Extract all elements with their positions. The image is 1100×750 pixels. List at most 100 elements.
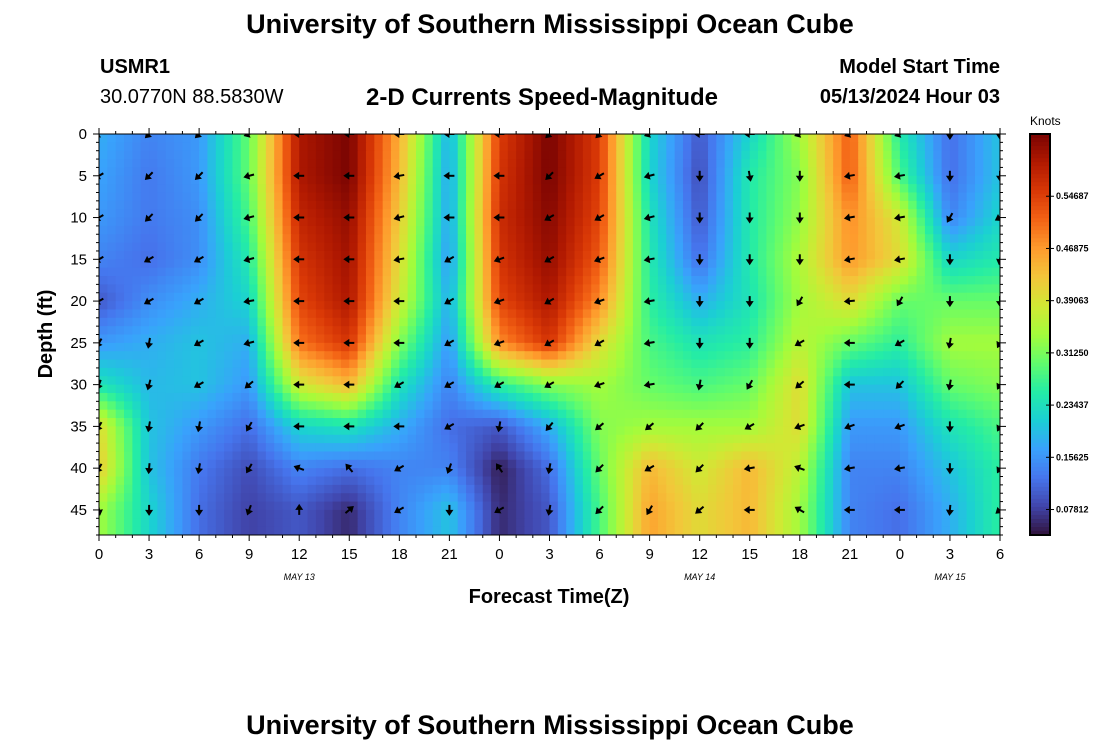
current-arrow xyxy=(144,134,154,139)
colorbar-segment xyxy=(1030,270,1050,275)
colorbar-segment xyxy=(1030,254,1050,259)
current-arrow xyxy=(343,213,355,222)
colorbar-segment xyxy=(1030,158,1050,163)
colorbar-segment xyxy=(1030,466,1050,472)
current-arrow xyxy=(643,338,655,347)
colorbar-segment xyxy=(1030,322,1050,327)
current-arrow xyxy=(795,380,805,389)
colorbar-segment xyxy=(1030,338,1050,344)
colorbar-segment xyxy=(1030,242,1050,247)
colorbar-segment xyxy=(1030,162,1050,167)
x-tick-label: 21 xyxy=(841,546,858,563)
colorbar-segment xyxy=(1030,494,1050,500)
x-tick-label: 3 xyxy=(946,546,954,563)
x-tick-label: 21 xyxy=(441,546,458,563)
current-arrow xyxy=(996,170,1000,182)
colorbar-segment xyxy=(1030,290,1050,295)
current-arrow xyxy=(545,171,554,181)
colorbar-segment xyxy=(1030,434,1050,440)
current-arrow xyxy=(695,422,704,431)
current-arrow xyxy=(693,134,705,138)
current-arrow xyxy=(145,379,153,391)
colorbar-segment xyxy=(1030,330,1050,335)
current-arrow xyxy=(244,380,254,389)
current-arrow xyxy=(746,379,754,390)
current-arrow xyxy=(595,422,605,431)
colorbar-segment xyxy=(1030,410,1050,416)
colorbar-segment xyxy=(1030,210,1050,215)
current-arrow xyxy=(243,213,255,222)
colorbar-frame xyxy=(1029,133,1051,536)
current-arrow xyxy=(393,213,405,222)
current-arrow xyxy=(593,297,605,305)
model-start-value: 05/13/2024 Hour 03 xyxy=(819,86,1000,108)
current-arrow xyxy=(695,463,704,473)
current-arrow xyxy=(245,504,253,516)
current-arrow xyxy=(843,255,855,264)
colorbar-segment xyxy=(1030,182,1050,187)
colorbar-segment xyxy=(1030,310,1050,315)
x-tick-label: 15 xyxy=(741,546,758,563)
colorbar-segment xyxy=(1030,202,1050,207)
current-arrow xyxy=(795,170,804,182)
current-arrow xyxy=(895,380,905,389)
colorbar-segment xyxy=(1030,462,1050,468)
current-arrow xyxy=(444,381,455,389)
current-arrow xyxy=(545,463,554,475)
current-arrow xyxy=(493,255,505,264)
colorbar-segment xyxy=(1030,482,1050,488)
current-arrow xyxy=(544,214,555,221)
current-arrow xyxy=(545,504,554,516)
current-arrow xyxy=(293,338,305,347)
colorbar-segment xyxy=(1030,142,1050,147)
x-tick-label: 6 xyxy=(595,546,603,563)
current-arrow xyxy=(443,134,455,138)
current-arrow xyxy=(893,213,905,222)
current-arrow xyxy=(896,296,904,307)
colorbar-segment xyxy=(1030,506,1050,512)
colorbar-segment xyxy=(1030,246,1050,251)
current-arrow xyxy=(445,463,454,474)
current-arrow xyxy=(893,255,905,264)
colorbar-segment xyxy=(1030,450,1050,456)
colorbar-segment xyxy=(1030,350,1050,356)
bottom-chart-title: University of Southern Mississippi Ocean… xyxy=(246,710,854,740)
y-tick-label: 25 xyxy=(70,335,87,352)
current-arrow xyxy=(493,171,505,180)
current-arrow xyxy=(293,380,305,389)
current-arrow xyxy=(794,339,805,347)
x-tick-label: 0 xyxy=(896,546,904,563)
current-arrow xyxy=(594,214,605,221)
colorbar-segment xyxy=(1030,166,1050,171)
colorbar-segment xyxy=(1030,442,1050,448)
day-label: MAY 13 xyxy=(284,572,315,582)
x-tick-label: 15 xyxy=(341,546,358,563)
y-tick-label: 0 xyxy=(79,126,87,143)
colorbar-segment xyxy=(1030,474,1050,480)
current-arrow xyxy=(193,255,204,263)
colorbar-segment xyxy=(1030,178,1050,183)
current-arrow xyxy=(293,464,305,472)
current-arrow xyxy=(744,422,755,430)
current-arrow xyxy=(593,380,605,389)
current-arrow xyxy=(945,337,954,349)
current-arrow xyxy=(293,134,305,138)
y-tick-label: 45 xyxy=(70,502,87,519)
colorbar-segment xyxy=(1030,346,1050,352)
current-arrow xyxy=(743,134,755,138)
colorbar-tick-label: 0.46875 xyxy=(1056,243,1089,253)
current-arrow xyxy=(945,379,954,391)
colorbar-segment xyxy=(1030,286,1050,291)
current-arrow xyxy=(646,505,654,516)
current-arrow xyxy=(996,134,1000,140)
colorbar-segment xyxy=(1030,222,1050,227)
current-arrow xyxy=(243,134,255,138)
current-arrow xyxy=(796,296,804,307)
current-arrow xyxy=(145,421,154,433)
y-tick-label: 15 xyxy=(70,251,87,268)
current-arrow xyxy=(844,422,855,431)
colorbar-segment xyxy=(1030,282,1050,287)
y-tick-label: 35 xyxy=(70,418,87,435)
current-arrow xyxy=(643,255,655,264)
current-arrow xyxy=(695,170,704,182)
